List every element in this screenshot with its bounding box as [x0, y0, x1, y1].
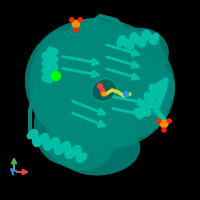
- Ellipse shape: [60, 90, 140, 150]
- Circle shape: [162, 128, 166, 132]
- Ellipse shape: [72, 43, 168, 117]
- Circle shape: [98, 84, 102, 88]
- Ellipse shape: [30, 30, 90, 130]
- Ellipse shape: [45, 110, 115, 170]
- Circle shape: [160, 120, 168, 128]
- Circle shape: [124, 92, 128, 96]
- Circle shape: [78, 18, 82, 22]
- Circle shape: [70, 18, 74, 22]
- Ellipse shape: [25, 19, 175, 149]
- Ellipse shape: [50, 60, 170, 140]
- Ellipse shape: [92, 79, 116, 101]
- Ellipse shape: [60, 125, 140, 175]
- Circle shape: [72, 20, 80, 28]
- Ellipse shape: [69, 19, 151, 81]
- Circle shape: [157, 119, 161, 123]
- Circle shape: [52, 72, 60, 80]
- Ellipse shape: [60, 70, 120, 150]
- Ellipse shape: [36, 24, 144, 116]
- Ellipse shape: [92, 28, 168, 92]
- Ellipse shape: [34, 36, 126, 144]
- Circle shape: [102, 92, 106, 96]
- Ellipse shape: [105, 60, 175, 120]
- Ellipse shape: [34, 76, 106, 164]
- Circle shape: [167, 119, 171, 123]
- Circle shape: [74, 28, 78, 32]
